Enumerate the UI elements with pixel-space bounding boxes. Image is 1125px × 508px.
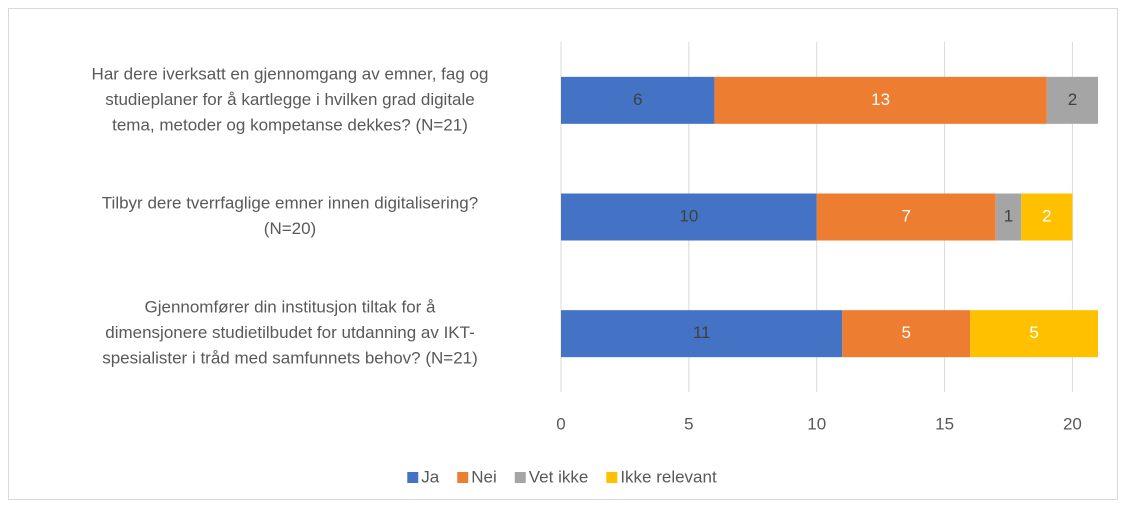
- data-label: 5: [1029, 323, 1038, 342]
- x-tick-label: 15: [935, 414, 954, 433]
- data-label: 7: [901, 206, 910, 225]
- bar-segment: [816, 193, 996, 241]
- bar-segment: [714, 76, 1047, 124]
- legend-label: Ikke relevant: [620, 467, 717, 486]
- category-label: dimensjonere studietilbudet for utdannin…: [105, 323, 475, 342]
- bar-segment: [970, 310, 1098, 358]
- bar-segment: [1046, 76, 1098, 124]
- legend-swatch: [407, 472, 419, 483]
- category-label: studieplaner for å kartlegge i hvilken g…: [105, 90, 475, 109]
- category-label: Gjennomfører din institusjon tiltak for …: [144, 298, 436, 317]
- legend-swatch: [606, 472, 618, 483]
- category-label: tema, metoder og kompetanse dekkes? (N=2…: [112, 115, 468, 134]
- bar-segment: [561, 310, 843, 358]
- x-tick-label: 10: [807, 414, 826, 433]
- bar-segment: [995, 193, 1022, 241]
- bar-segment: [561, 76, 715, 124]
- data-label: 10: [679, 206, 698, 225]
- legend-label: Nei: [471, 467, 497, 486]
- bar-segment: [561, 193, 817, 241]
- data-label: 2: [1068, 90, 1077, 109]
- legend-swatch: [457, 472, 469, 483]
- category-label: (N=20): [264, 219, 316, 238]
- bar-segment: [1021, 193, 1073, 241]
- data-label: 1: [1004, 206, 1013, 225]
- category-label: spesialister i tråd med samfunnets behov…: [102, 349, 478, 368]
- legend-label: Ja: [421, 467, 440, 486]
- x-tick-label: 5: [684, 414, 693, 433]
- data-label: 2: [1042, 206, 1051, 225]
- x-tick-label: 0: [556, 414, 565, 433]
- data-label: 13: [871, 90, 890, 109]
- category-label: Tilbyr dere tverrfaglige emner innen dig…: [102, 194, 478, 213]
- bar-segment: [842, 310, 971, 358]
- category-label: Har dere iverksatt en gjennomgang av emn…: [92, 64, 489, 83]
- data-label: 11: [693, 323, 711, 342]
- x-tick-label: 20: [1063, 414, 1082, 433]
- data-label: 6: [633, 90, 642, 109]
- legend-label: Vet ikke: [529, 467, 589, 486]
- data-label: 5: [901, 323, 910, 342]
- legend-swatch: [514, 472, 526, 483]
